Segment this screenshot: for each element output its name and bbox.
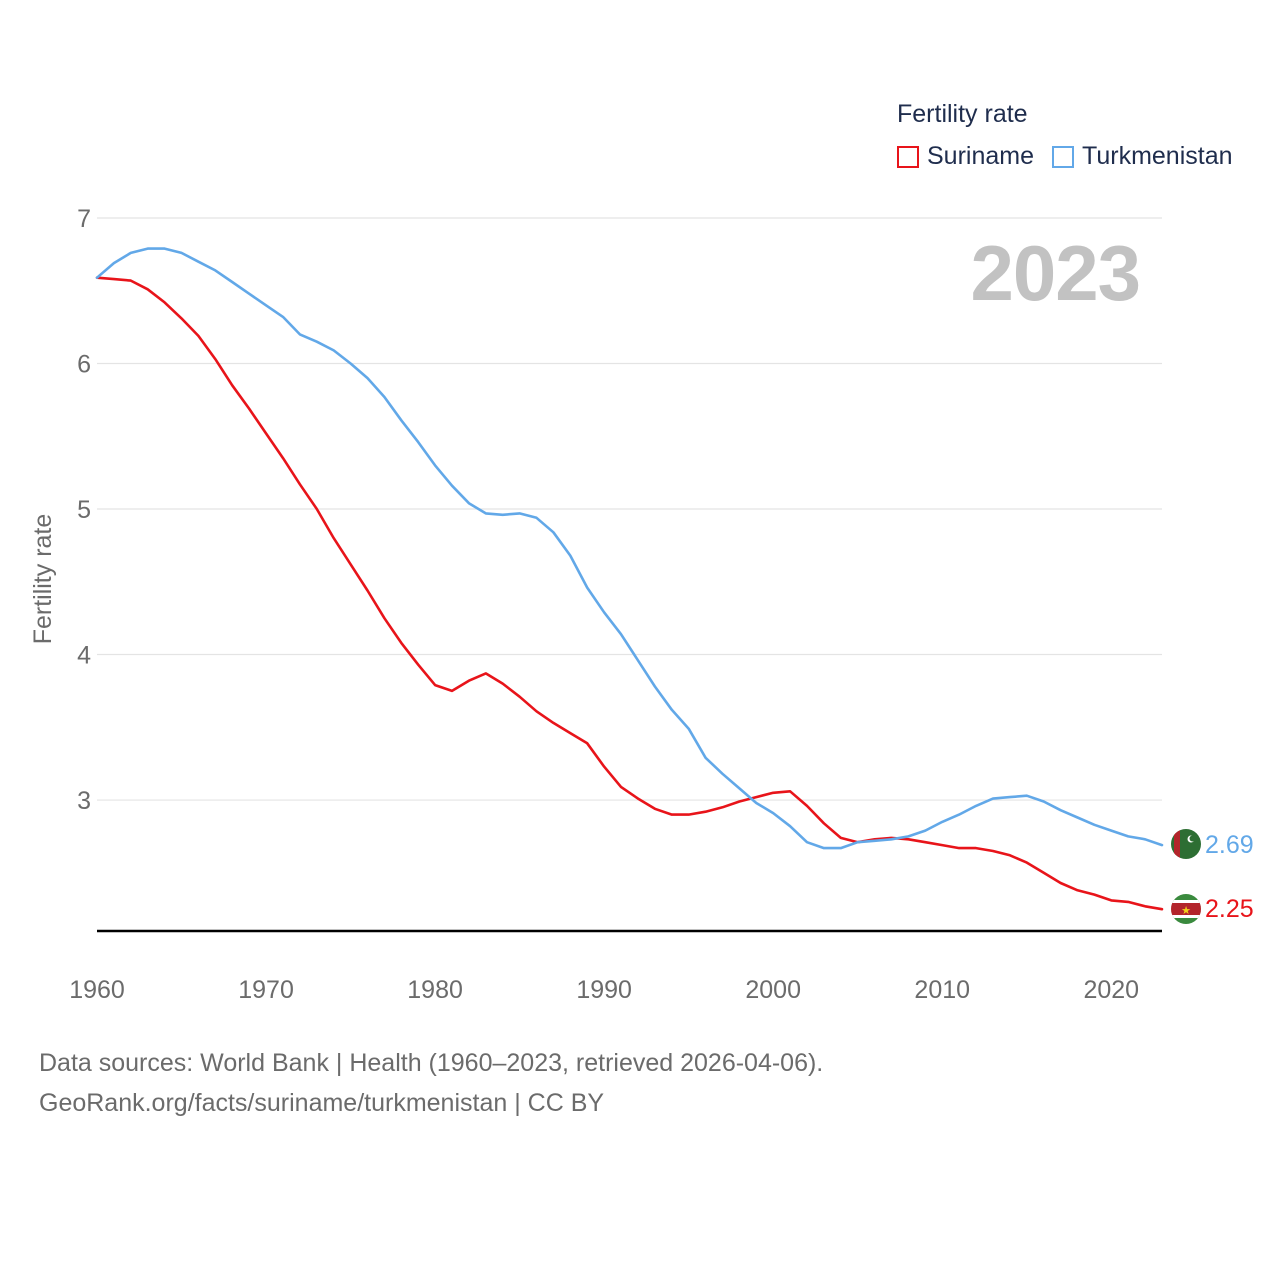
- end-label-suriname: 2.25: [1205, 895, 1254, 923]
- y-tick-label-4: 4: [77, 642, 91, 670]
- gridlines: [97, 217, 1162, 801]
- y-tick-label-5: 5: [77, 496, 91, 524]
- x-tick-label-1960: 1960: [69, 976, 125, 1004]
- x-tick-label-1970: 1970: [238, 976, 294, 1004]
- legend-label-turkmenistan: Turkmenistan: [1082, 142, 1233, 170]
- legend-item-turkmenistan[interactable]: Turkmenistan: [1052, 142, 1233, 171]
- legend-swatch-turkmenistan: [1052, 145, 1074, 168]
- y-axis-label: Fertility rate: [29, 514, 57, 645]
- legend-label-suriname: Suriname: [927, 142, 1034, 170]
- x-axis-ticks: 1960 1970 1980 1990 2000 2010 2020: [69, 976, 1139, 1004]
- legend-swatch-suriname: [897, 145, 919, 168]
- x-tick-label-1990: 1990: [576, 976, 632, 1004]
- x-tick-label-1980: 1980: [407, 976, 463, 1004]
- source-line-1: Data sources: World Bank | Health (1960–…: [39, 1049, 824, 1077]
- end-value-labels: 2.25 2.69: [1205, 831, 1254, 923]
- turkmenistan-flag-icon: [1171, 829, 1201, 859]
- suriname-flag-icon: ★: [1171, 894, 1201, 924]
- x-tick-label-2020: 2020: [1083, 976, 1139, 1004]
- series-line-suriname: [95, 276, 1164, 911]
- x-tick-label-2000: 2000: [745, 976, 801, 1004]
- y-axis-ticks: 3 4 5 6 7: [77, 205, 91, 815]
- y-tick-label-7: 7: [77, 205, 91, 233]
- current-year-label: 2023: [970, 229, 1141, 317]
- source-note: Data sources: World Bank | Health (1960–…: [39, 1043, 823, 1123]
- legend: Suriname Turkmenistan: [897, 142, 1251, 171]
- y-tick-label-3: 3: [77, 787, 91, 815]
- x-tick-label-2010: 2010: [914, 976, 970, 1004]
- svg-text:★: ★: [1181, 905, 1191, 917]
- legend-title: Fertility rate: [897, 100, 1028, 128]
- series-lines: [95, 247, 1164, 911]
- end-label-turkmenistan: 2.69: [1205, 831, 1254, 859]
- legend-item-suriname[interactable]: Suriname: [897, 142, 1034, 171]
- source-line-2: GeoRank.org/facts/suriname/turkmenistan …: [39, 1089, 605, 1117]
- series-line-turkmenistan: [95, 247, 1164, 850]
- y-tick-label-6: 6: [77, 351, 91, 379]
